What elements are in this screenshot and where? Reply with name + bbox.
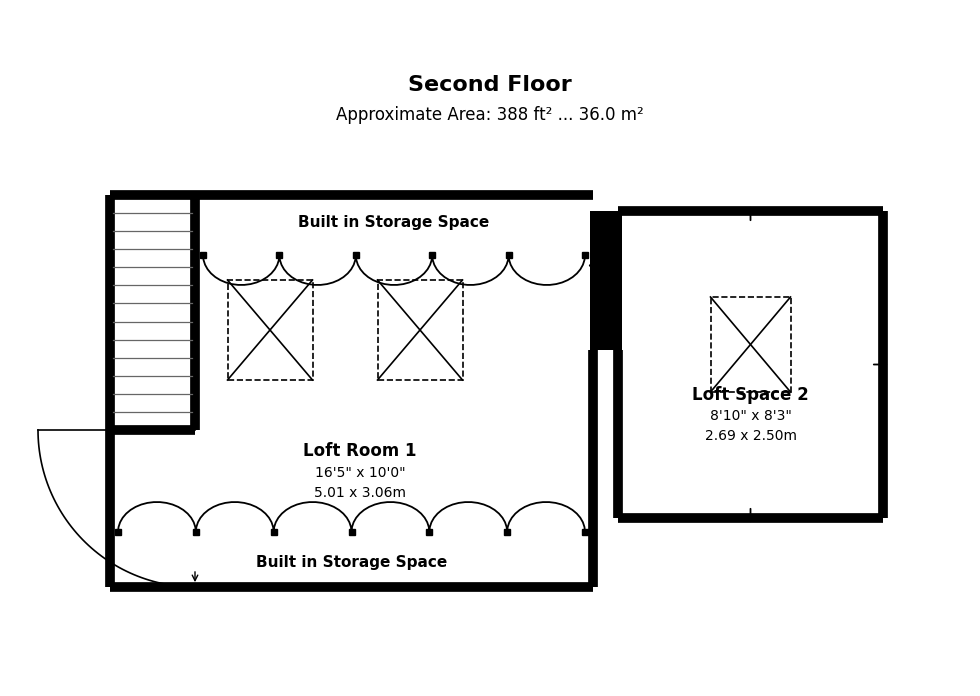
Bar [590, 211, 621, 350]
Text: 5.01 x 3.06m: 5.01 x 3.06m [314, 486, 406, 500]
Bar [227, 280, 313, 380]
Text: Approximate Area: 388 ft² ... 36.0 m²: Approximate Area: 388 ft² ... 36.0 m² [336, 106, 644, 124]
Text: Built in Storage Space: Built in Storage Space [256, 555, 447, 569]
Bar [590, 211, 621, 214]
Text: 16'5" x 10'0": 16'5" x 10'0" [315, 466, 406, 480]
Text: 8'10" x 8'3": 8'10" x 8'3" [710, 409, 792, 423]
Text: Loft Space 2: Loft Space 2 [692, 386, 808, 404]
Bar [377, 280, 463, 380]
Text: 2.69 x 2.50m: 2.69 x 2.50m [705, 429, 797, 443]
Bar [710, 297, 791, 392]
Text: Loft Room 1: Loft Room 1 [303, 442, 416, 460]
Text: Built in Storage Space: Built in Storage Space [298, 216, 490, 230]
Text: Second Floor: Second Floor [408, 75, 572, 95]
